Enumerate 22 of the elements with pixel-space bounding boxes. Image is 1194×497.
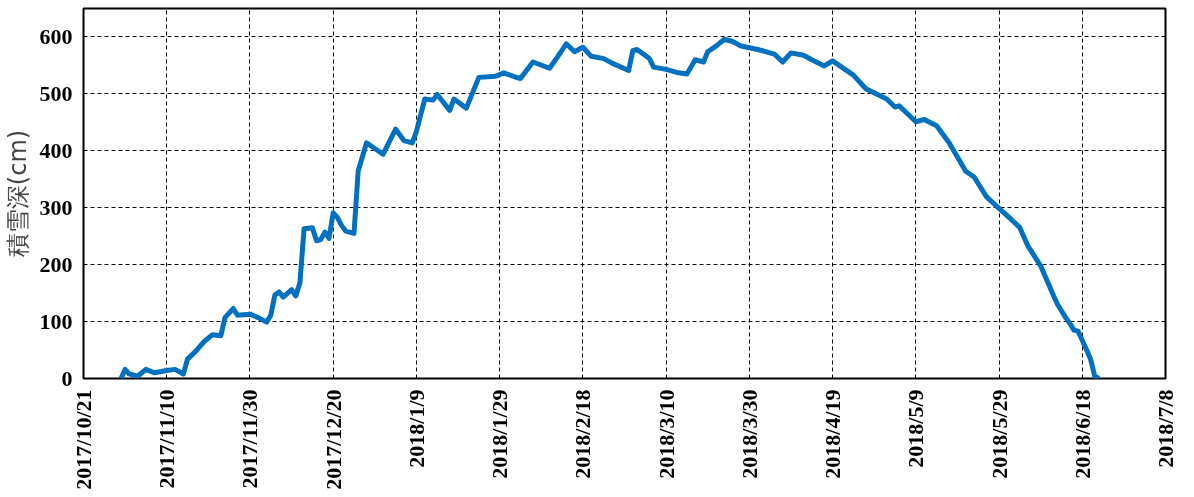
y-tick-label: 0: [61, 365, 73, 391]
y-tick-label: 200: [39, 251, 73, 277]
x-tick-label: 2017/12/20: [320, 389, 346, 490]
y-tick-label: 400: [39, 137, 73, 163]
y-tick-label: 500: [39, 80, 73, 106]
x-tick-label: 2018/3/10: [653, 389, 679, 479]
x-tick-label: 2017/10/21: [71, 389, 96, 490]
y-tick-label: 300: [39, 194, 73, 220]
x-tick-label: 2018/3/30: [736, 389, 762, 479]
x-tick-label: 2018/1/9: [403, 389, 429, 468]
x-tick-label: 2017/11/30: [237, 389, 263, 489]
x-tick-label: 2018/2/18: [570, 389, 596, 479]
x-tick-label: 2018/5/9: [903, 389, 929, 468]
x-tick-label: 2017/11/10: [154, 389, 180, 489]
y-tick-label: 600: [39, 23, 73, 49]
x-tick-label: 2018/5/29: [986, 389, 1012, 479]
x-tick-label: 2018/4/19: [820, 389, 846, 479]
x-tick-label: 2018/7/8: [1153, 389, 1178, 468]
y-tick-label: 100: [39, 308, 73, 334]
x-tick-label: 2018/6/18: [1069, 389, 1095, 479]
x-tick-label: 2018/1/29: [487, 389, 513, 479]
y-axis-title: 積雪深(cm): [3, 129, 32, 258]
